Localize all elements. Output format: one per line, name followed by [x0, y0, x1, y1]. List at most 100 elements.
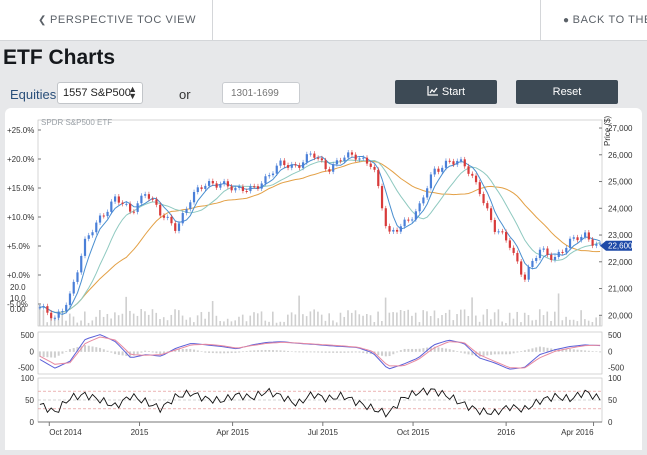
volume-bar: [482, 314, 485, 326]
oscillator-histogram-bar: [87, 345, 90, 352]
oscillator-histogram-bar: [339, 351, 342, 353]
candlestick: [452, 161, 455, 165]
oscillator-right-tick: -500: [608, 364, 625, 373]
volume-bar: [456, 314, 458, 326]
candlestick: [129, 203, 132, 212]
oscillator-histogram-bar: [91, 346, 94, 352]
oscillator-histogram-bar: [523, 350, 526, 352]
candlestick: [46, 306, 49, 313]
etf-chart[interactable]: SPDR S&P500 ETF +25.0% +20.0% +15.0% +10.0% +…: [5, 108, 642, 450]
candlestick: [448, 160, 451, 162]
volume-bar: [84, 311, 86, 326]
volume-bar: [475, 315, 477, 326]
nav-divider: [540, 0, 541, 40]
candlestick: [110, 201, 113, 212]
volume-bar: [144, 311, 146, 326]
right-tick-label: 20,000: [608, 311, 633, 320]
volume-bar: [155, 312, 158, 326]
volume-bar: [493, 312, 496, 326]
volume-bar: [302, 314, 304, 326]
oscillator-histogram-bar: [452, 350, 455, 352]
oscillator-histogram-bar: [189, 348, 192, 352]
volume-bar: [347, 310, 349, 326]
volume-bar: [580, 310, 582, 326]
candlestick: [61, 311, 64, 313]
perspective-toc-link[interactable]: ❮ PERSPECTIVE TOC VIEW: [38, 14, 196, 26]
volume-bar: [95, 316, 97, 326]
equity-select[interactable]: 1557 S&P500 ▲ ▼: [57, 82, 143, 104]
up-down-caret-icon: ▲ ▼: [128, 84, 137, 101]
oscillator-histogram-bar: [497, 351, 500, 355]
volume-bar: [569, 319, 571, 326]
oscillator-histogram-bar: [204, 351, 207, 353]
perspective-toc-label: PERSPECTIVE TOC VIEW: [49, 14, 197, 26]
volume-bar: [72, 316, 75, 326]
volume-bar: [121, 313, 124, 326]
candlestick: [159, 204, 162, 216]
oscillator-histogram-bar: [305, 351, 308, 353]
left-tick-label: +25.0%: [7, 126, 34, 135]
oscillator-histogram-bar: [362, 351, 365, 354]
volume-tick-label: 0.00: [10, 305, 26, 314]
oscillator-left-tick: 500: [21, 331, 35, 340]
volume-bar: [414, 312, 417, 326]
oscillator-histogram-bar: [166, 351, 169, 353]
candlestick: [392, 229, 395, 232]
candlestick: [132, 211, 135, 213]
oscillator-histogram-bar: [95, 347, 98, 352]
volume-bar: [204, 318, 206, 326]
candlestick: [174, 223, 177, 231]
volume-bar: [196, 315, 199, 326]
start-label: Start: [441, 86, 466, 98]
volume-bar: [324, 320, 327, 326]
oscillator-histogram-bar: [110, 351, 113, 353]
candlestick: [433, 168, 436, 175]
range-input[interactable]: [222, 82, 300, 104]
volume-bar: [114, 312, 116, 326]
candlestick: [253, 186, 256, 188]
candlestick: [437, 168, 440, 172]
oscillator-histogram-bar: [335, 351, 338, 353]
volume-bar: [354, 310, 357, 326]
start-button[interactable]: Start: [395, 80, 497, 104]
oscillator-right-tick: 0: [608, 347, 613, 356]
reset-button[interactable]: Reset: [516, 80, 618, 104]
candlestick: [83, 238, 87, 256]
volume-bar: [42, 310, 45, 326]
candlestick: [411, 219, 414, 221]
candlestick: [91, 232, 94, 236]
chart-title: SPDR S&P500 ETF: [41, 118, 112, 127]
volume-tick-label: 10.0: [10, 294, 26, 303]
volume-bar: [565, 316, 567, 326]
candlestick: [497, 231, 500, 233]
volume-bar: [478, 321, 481, 326]
candlestick: [561, 251, 564, 253]
oscillator-histogram-bar: [403, 348, 406, 352]
oscillator-histogram-bar: [381, 351, 384, 356]
candlestick: [147, 194, 151, 199]
candlestick: [523, 274, 527, 280]
candlestick: [520, 261, 523, 275]
volume-bar: [68, 313, 71, 326]
x-tick-label: Oct 2014: [49, 428, 82, 437]
volume-bar: [505, 322, 507, 326]
volume-bar: [508, 312, 511, 326]
volume-bar: [305, 316, 308, 326]
volume-bar: [91, 320, 94, 326]
left-tick-label: +15.0%: [7, 184, 34, 193]
oscillator-histogram-bar: [256, 350, 259, 352]
candlestick: [527, 266, 530, 280]
x-tick-label: Apr 2015: [216, 428, 249, 437]
arrow-circle-up-icon: ●: [563, 15, 570, 26]
oscillator-histogram-bar: [418, 348, 421, 352]
volume-bar: [279, 321, 282, 326]
candlestick: [305, 154, 308, 163]
volume-bar: [275, 322, 278, 326]
oscillator-histogram-bar: [249, 350, 252, 352]
volume-bar: [392, 312, 394, 326]
back-link[interactable]: ●BACK TO THE C: [563, 14, 647, 26]
candlestick: [595, 244, 598, 246]
candlestick: [553, 256, 557, 260]
candlestick: [516, 252, 519, 262]
volume-bar: [377, 311, 379, 326]
